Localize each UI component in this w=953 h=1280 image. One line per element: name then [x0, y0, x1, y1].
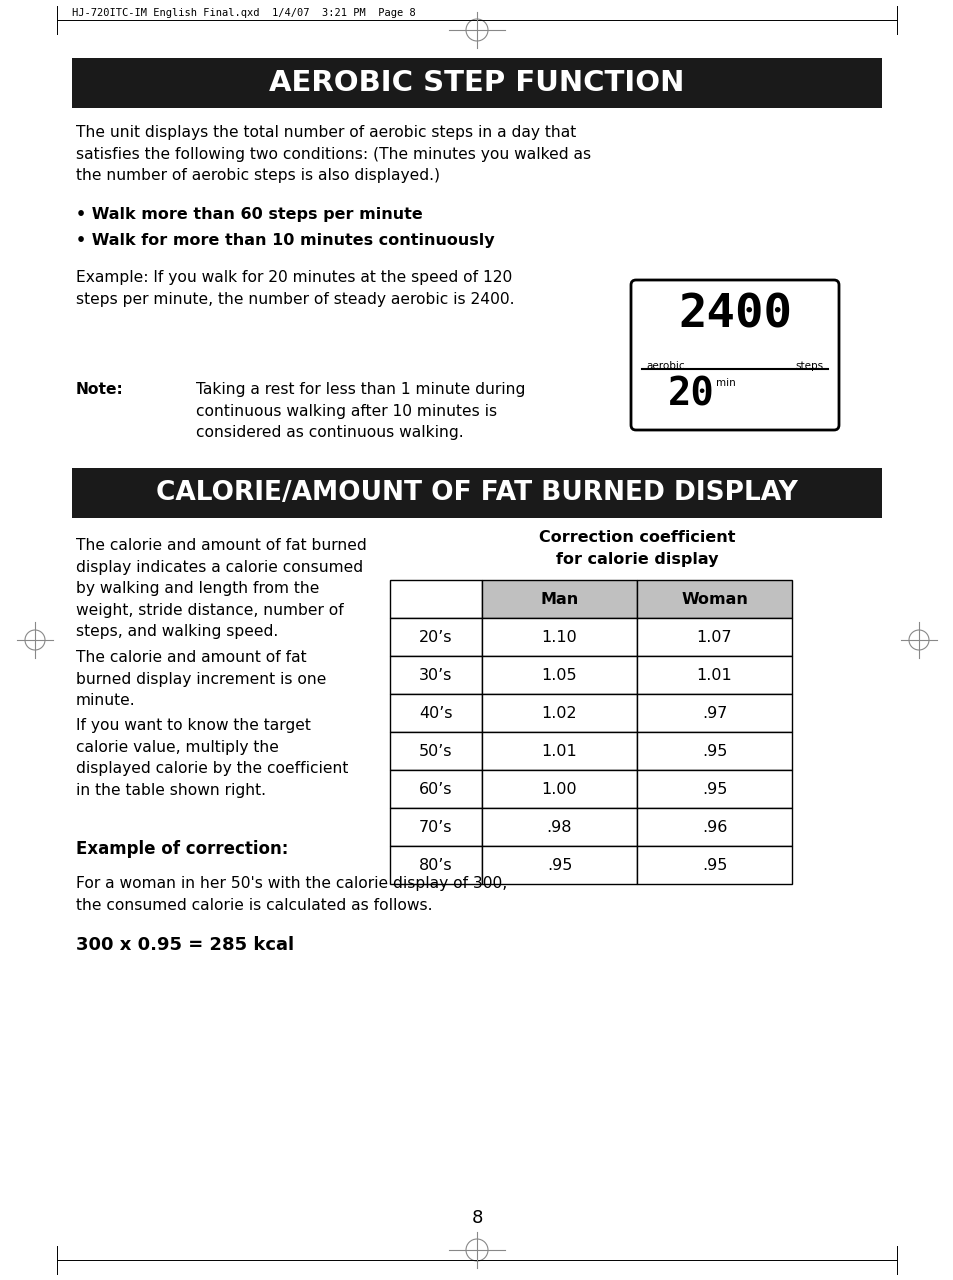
Text: Example of correction:: Example of correction: — [76, 840, 288, 858]
Text: 1.01: 1.01 — [541, 744, 577, 759]
Text: steps: steps — [795, 361, 823, 371]
Text: 1.10: 1.10 — [541, 630, 577, 645]
Text: The unit displays the total number of aerobic steps in a day that
satisfies the : The unit displays the total number of ae… — [76, 125, 591, 183]
Bar — [637, 694, 791, 732]
Text: .95: .95 — [701, 858, 726, 873]
Bar — [637, 618, 791, 655]
Bar — [390, 771, 481, 808]
Bar — [637, 846, 791, 884]
Bar — [390, 732, 481, 771]
Bar — [637, 655, 791, 694]
Bar — [481, 580, 637, 618]
Bar — [481, 732, 637, 771]
Text: min: min — [716, 378, 735, 388]
Text: 1.05: 1.05 — [541, 667, 577, 682]
Text: 1.01: 1.01 — [696, 667, 732, 682]
Text: 1.02: 1.02 — [541, 705, 577, 721]
Text: • Walk for more than 10 minutes continuously: • Walk for more than 10 minutes continuo… — [76, 233, 494, 248]
Text: Example: If you walk for 20 minutes at the speed of 120
steps per minute, the nu: Example: If you walk for 20 minutes at t… — [76, 270, 514, 307]
Text: 30’s: 30’s — [419, 667, 453, 682]
Text: If you want to know the target
calorie value, multiply the
displayed calorie by : If you want to know the target calorie v… — [76, 718, 348, 797]
Text: 40’s: 40’s — [418, 705, 453, 721]
Text: .95: .95 — [701, 744, 726, 759]
Text: 2400: 2400 — [678, 293, 791, 338]
Text: for calorie display: for calorie display — [556, 552, 718, 567]
Text: 60’s: 60’s — [418, 782, 453, 796]
Bar — [390, 580, 481, 618]
Text: For a woman in her 50's with the calorie display of 300,
the consumed calorie is: For a woman in her 50's with the calorie… — [76, 876, 507, 913]
FancyBboxPatch shape — [630, 280, 838, 430]
Text: 20: 20 — [667, 375, 714, 413]
Text: 300 x 0.95 = 285 kcal: 300 x 0.95 = 285 kcal — [76, 936, 294, 954]
Text: .98: .98 — [546, 819, 572, 835]
Text: .95: .95 — [701, 782, 726, 796]
Bar — [481, 655, 637, 694]
Text: HJ-720ITC-IM English Final.qxd  1/4/07  3:21 PM  Page 8: HJ-720ITC-IM English Final.qxd 1/4/07 3:… — [71, 8, 416, 18]
Bar — [481, 846, 637, 884]
Bar — [481, 694, 637, 732]
Text: 50’s: 50’s — [418, 744, 453, 759]
Text: Taking a rest for less than 1 minute during
continuous walking after 10 minutes : Taking a rest for less than 1 minute dur… — [195, 381, 525, 440]
Text: 20’s: 20’s — [418, 630, 453, 645]
Text: The calorie and amount of fat burned
display indicates a calorie consumed
by wal: The calorie and amount of fat burned dis… — [76, 538, 366, 640]
Text: Man: Man — [539, 591, 578, 607]
Text: Correction coefficient: Correction coefficient — [538, 530, 735, 545]
Text: .96: .96 — [701, 819, 726, 835]
Bar — [390, 846, 481, 884]
Text: Note:: Note: — [76, 381, 124, 397]
Bar — [390, 618, 481, 655]
Text: Woman: Woman — [680, 591, 747, 607]
Text: 1.07: 1.07 — [696, 630, 732, 645]
Bar — [481, 808, 637, 846]
Text: 1.00: 1.00 — [541, 782, 577, 796]
Bar — [71, 58, 882, 108]
Bar — [390, 808, 481, 846]
Text: 80’s: 80’s — [418, 858, 453, 873]
Bar — [481, 771, 637, 808]
Text: CALORIE/AMOUNT OF FAT BURNED DISPLAY: CALORIE/AMOUNT OF FAT BURNED DISPLAY — [156, 480, 797, 506]
Bar — [71, 468, 882, 518]
Bar — [481, 618, 637, 655]
Bar — [390, 694, 481, 732]
Text: 70’s: 70’s — [418, 819, 453, 835]
Text: aerobic: aerobic — [645, 361, 684, 371]
Text: .95: .95 — [546, 858, 572, 873]
Bar — [637, 580, 791, 618]
Text: • Walk more than 60 steps per minute: • Walk more than 60 steps per minute — [76, 207, 422, 221]
Text: The calorie and amount of fat
burned display increment is one
minute.: The calorie and amount of fat burned dis… — [76, 650, 326, 708]
Bar — [637, 732, 791, 771]
Text: 8: 8 — [471, 1210, 482, 1228]
Bar — [637, 771, 791, 808]
Text: .97: .97 — [701, 705, 726, 721]
Text: AEROBIC STEP FUNCTION: AEROBIC STEP FUNCTION — [269, 69, 684, 97]
Bar — [390, 655, 481, 694]
Bar — [637, 808, 791, 846]
